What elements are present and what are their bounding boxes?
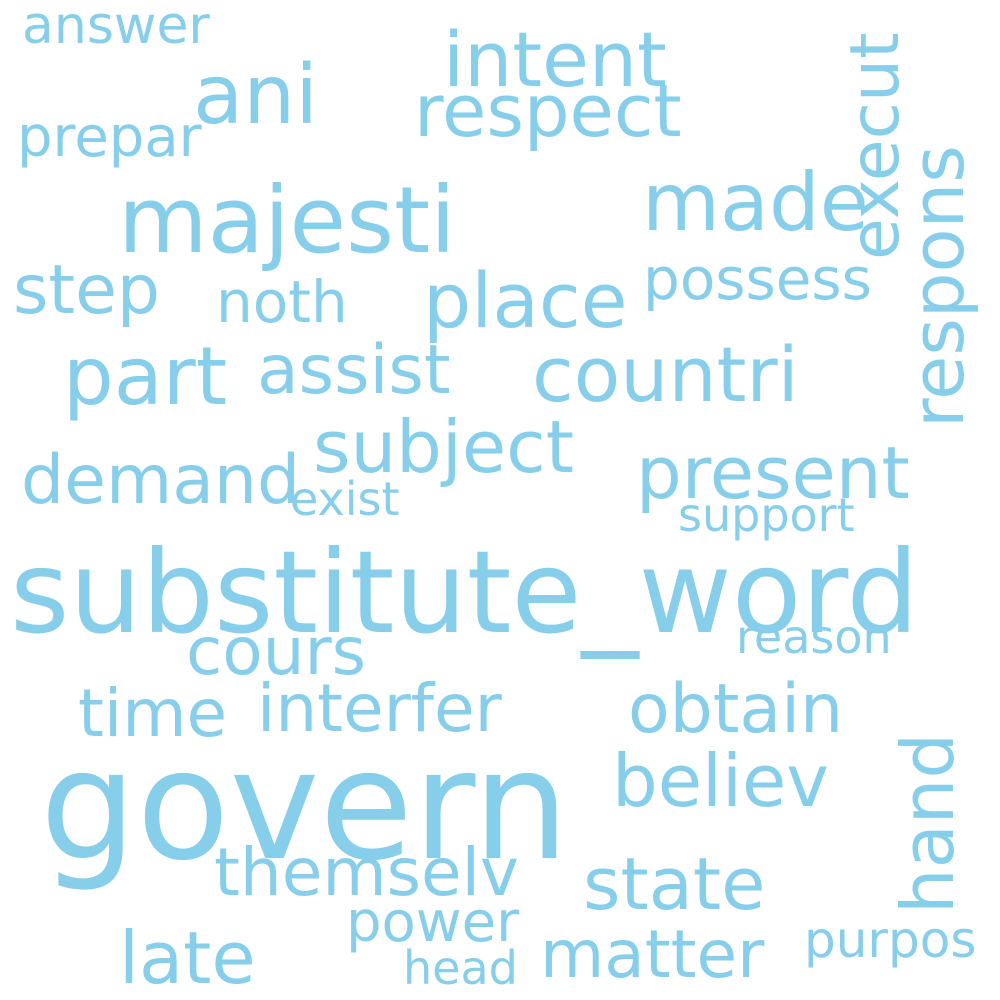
word-intent: intent	[443, 15, 667, 104]
word-themselv: themselv	[214, 834, 519, 911]
word-ani: ani	[193, 48, 319, 143]
word-govern: govern	[40, 717, 570, 894]
word-state: state	[583, 842, 766, 926]
word-assist: assist	[257, 331, 451, 410]
word-purpos: purpos	[804, 911, 977, 969]
word-substitute-word: substitute_word	[10, 526, 919, 659]
word-present: present	[636, 431, 910, 515]
word-made: made	[642, 156, 869, 249]
word-subject: subject	[313, 405, 574, 489]
word-obtain: obtain	[628, 670, 844, 749]
word-interfer: interfer	[257, 670, 502, 747]
word-exist: exist	[290, 472, 400, 526]
word-countri: countri	[532, 330, 799, 419]
word-respect: respect	[414, 69, 682, 153]
word-answer: answer	[22, 0, 210, 56]
word-noth: noth	[216, 268, 348, 336]
word-part: part	[63, 330, 228, 423]
word-place: place	[423, 256, 628, 345]
word-support: support	[678, 488, 855, 542]
word-head: head	[403, 941, 518, 995]
word-demand: demand	[21, 441, 301, 520]
word-step: step	[13, 251, 161, 330]
word-majesti: majesti	[118, 167, 456, 274]
word-reason: reason	[736, 610, 892, 664]
word-respons: respons	[896, 145, 980, 428]
word-matter: matter	[540, 916, 765, 993]
word-power: power	[346, 890, 520, 955]
word-prepar: prepar	[17, 105, 202, 170]
word-cours: cours	[186, 613, 367, 690]
word-late: late	[119, 916, 256, 1000]
word-hand: hand	[886, 732, 970, 914]
word-believ: believ	[612, 739, 829, 823]
word-possess: possess	[643, 245, 872, 313]
word-time: time	[78, 675, 228, 752]
